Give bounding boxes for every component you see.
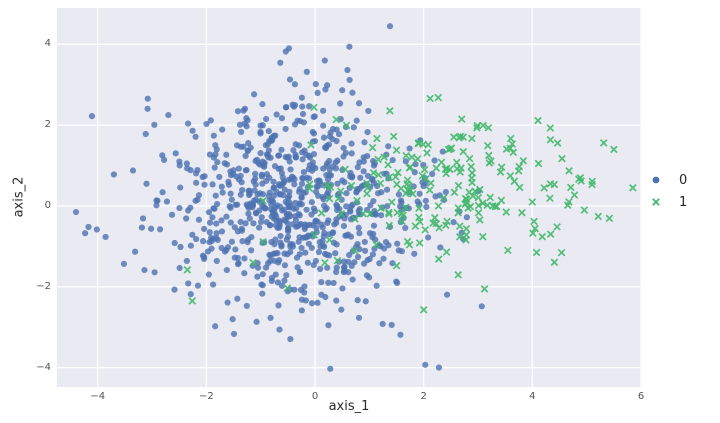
x-axis-label: axis_1 <box>328 399 370 414</box>
legend-item-class-1: 1 <box>649 191 687 213</box>
y-tick-label: −2 <box>36 280 51 292</box>
x-tick-label: 0 <box>311 391 319 402</box>
legend-label-class-0: 0 <box>679 172 688 188</box>
x-tick-label: 2 <box>420 391 427 402</box>
legend-label-class-1: 1 <box>679 194 688 210</box>
plot-area-background <box>57 8 641 387</box>
x-tick-label: 4 <box>529 391 536 402</box>
series-1-points <box>183 93 637 314</box>
y-tick-label: 2 <box>44 119 51 131</box>
y-tick-label: 4 <box>44 38 51 50</box>
legend: 0 1 <box>649 169 687 213</box>
x-tick-label: 6 <box>637 391 645 402</box>
y-tick-label: −4 <box>36 361 51 373</box>
series-0-points <box>72 23 485 372</box>
x-tick-label: −2 <box>199 391 214 402</box>
legend-item-class-0: 0 <box>649 169 687 191</box>
legend-circle-marker-icon <box>652 176 660 184</box>
legend-x-marker-icon <box>652 198 660 206</box>
x-tick-label: −4 <box>90 391 106 402</box>
y-tick-label: 0 <box>44 199 51 211</box>
y-axis-label: axis_2 <box>11 176 27 218</box>
